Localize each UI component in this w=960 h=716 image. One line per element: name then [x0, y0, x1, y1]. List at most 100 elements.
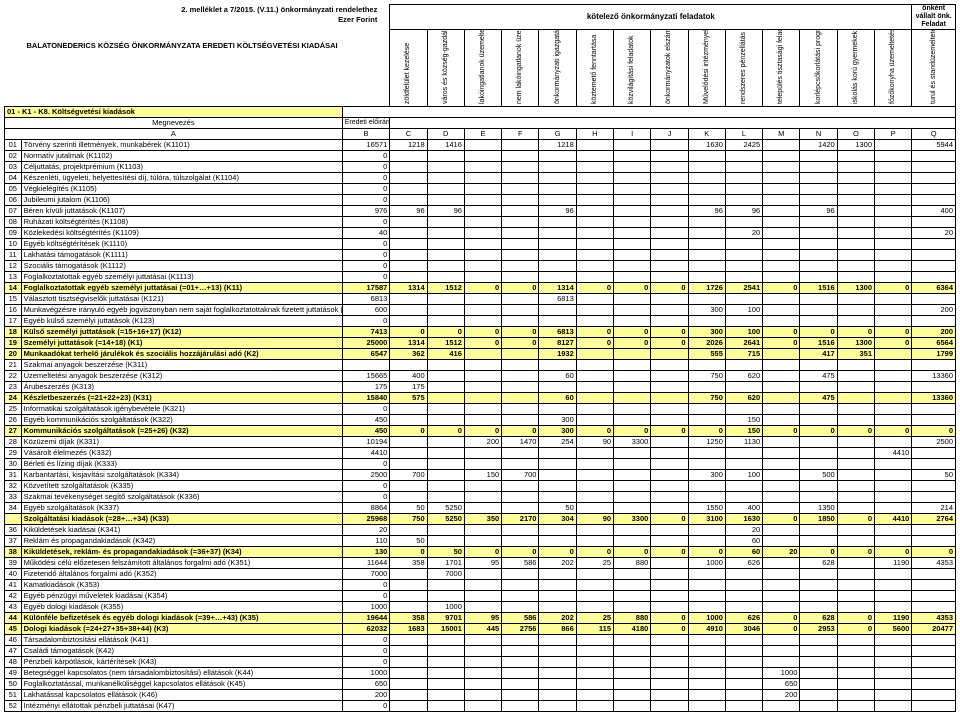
cell-value: 17587 [342, 283, 390, 294]
cell-value [614, 657, 651, 668]
row-label: Szolgáltatási kiadások (=28+…+34) (K33) [21, 514, 342, 525]
row-label: Szakmai tevékenységet segítő szolgáltatá… [21, 492, 342, 503]
col-header: nem lakóingatlanok üzemeltetése [502, 30, 539, 107]
row-number: 12 [5, 261, 22, 272]
cell-value [912, 690, 956, 701]
cell-value [614, 294, 651, 305]
cell-value [725, 195, 762, 206]
row-number: 44 [5, 613, 22, 624]
cell-value [539, 151, 576, 162]
row-number: 21 [5, 360, 22, 371]
cell-value [390, 602, 427, 613]
cell-value: 1300 [837, 140, 874, 151]
cell-value [539, 668, 576, 679]
cell-value [502, 404, 539, 415]
cell-value: 60 [725, 547, 762, 558]
cell-value [875, 294, 912, 305]
cell-value [390, 272, 427, 283]
row-label: Személyi juttatások (=14+18) (K1) [21, 338, 342, 349]
table-row: 14Foglalkoztatottak egyéb személyi jutta… [5, 283, 956, 294]
cell-value [837, 239, 874, 250]
row-number: 46 [5, 635, 22, 646]
cell-value [502, 305, 539, 316]
cell-value [688, 195, 725, 206]
cell-value: 0 [800, 547, 837, 558]
cell-value [688, 668, 725, 679]
cell-value: 0 [342, 173, 390, 184]
cell-value: 20 [725, 525, 762, 536]
cell-value: 8127 [539, 338, 576, 349]
cell-value: 620 [725, 371, 762, 382]
table-row: 44Különféle befizetések és egyéb dologi … [5, 613, 956, 624]
cell-value [651, 481, 688, 492]
cell-value: 3100 [688, 514, 725, 525]
cell-value: 650 [763, 679, 800, 690]
cell-value: 13360 [912, 393, 956, 404]
cell-value [912, 151, 956, 162]
cell-value [837, 668, 874, 679]
cell-value [464, 173, 501, 184]
cell-value: 25968 [342, 514, 390, 525]
cell-value [725, 404, 762, 415]
cell-value [539, 459, 576, 470]
cell-value [390, 360, 427, 371]
cell-value: 254 [539, 437, 576, 448]
cell-value [837, 360, 874, 371]
table-row: 10Egyéb költségtérítések (K1110)0 [5, 239, 956, 250]
cell-value: 358 [390, 613, 427, 624]
cell-value: 0 [651, 514, 688, 525]
cell-value: 100 [725, 327, 762, 338]
cell-value: 8864 [342, 503, 390, 514]
cell-value [427, 272, 464, 283]
cell-value: 6813 [539, 327, 576, 338]
cell-value [688, 635, 725, 646]
cell-value: 1630 [725, 514, 762, 525]
cell-value [688, 217, 725, 228]
cell-value [427, 371, 464, 382]
row-label: Pénzbeli kárpótlások, kártérítések (K43) [21, 657, 342, 668]
row-number: 04 [5, 173, 22, 184]
cell-value [390, 690, 427, 701]
cell-value [763, 239, 800, 250]
cell-value [725, 173, 762, 184]
cell-value [800, 360, 837, 371]
cell-value [576, 195, 613, 206]
cell-value [539, 580, 576, 591]
cell-value [427, 151, 464, 162]
cell-value [427, 701, 464, 712]
cell-value: 2756 [502, 624, 539, 635]
cell-value [912, 536, 956, 547]
cell-value [539, 162, 576, 173]
cell-value [688, 591, 725, 602]
cell-value [688, 536, 725, 547]
cell-value: 555 [688, 349, 725, 360]
cell-value [539, 272, 576, 283]
cell-value [651, 228, 688, 239]
cell-value: 0 [688, 426, 725, 437]
cell-value [912, 162, 956, 173]
cell-value [390, 679, 427, 690]
cell-value [576, 525, 613, 536]
cell-value [427, 382, 464, 393]
table-row: 52Intézményi ellátottak pénzbeli juttatá… [5, 701, 956, 712]
cell-value [576, 294, 613, 305]
cell-value [614, 602, 651, 613]
cell-value [464, 393, 501, 404]
cell-value [614, 646, 651, 657]
cell-value [427, 360, 464, 371]
cell-value: 400 [725, 503, 762, 514]
cell-value [688, 481, 725, 492]
cell-value: 0 [763, 624, 800, 635]
row-number: 51 [5, 690, 22, 701]
cell-value [614, 448, 651, 459]
cell-value [539, 217, 576, 228]
cell-value [651, 635, 688, 646]
cell-value [651, 591, 688, 602]
cell-value [912, 448, 956, 459]
col-header: város és község-gazdálkodás [427, 30, 464, 107]
cell-value: 20 [342, 525, 390, 536]
cell-value: 4353 [912, 613, 956, 624]
cell-value [912, 602, 956, 613]
cell-value [763, 173, 800, 184]
cell-value [576, 569, 613, 580]
